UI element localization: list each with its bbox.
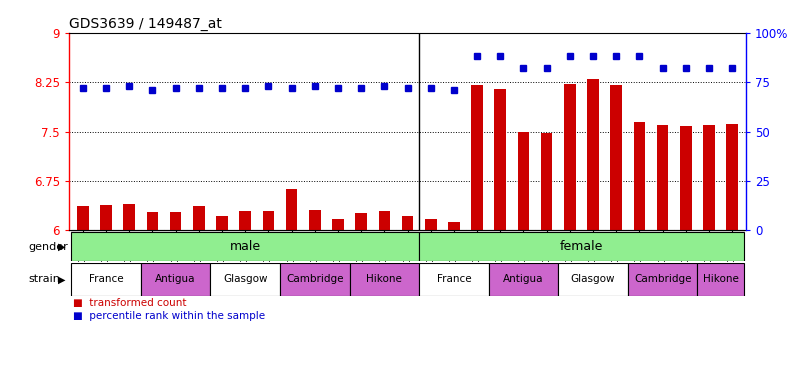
Bar [355, 213, 367, 230]
Bar [210, 263, 280, 296]
Bar [558, 263, 628, 296]
Bar [727, 124, 738, 230]
Text: France: France [436, 274, 471, 285]
Text: Hikone: Hikone [702, 274, 739, 285]
Bar [425, 219, 436, 230]
Text: Glasgow: Glasgow [571, 274, 616, 285]
Bar [448, 222, 460, 230]
Bar [495, 89, 506, 230]
Bar [587, 79, 599, 230]
Bar [611, 85, 622, 230]
Bar [217, 216, 228, 230]
Bar [401, 216, 414, 230]
Bar [285, 189, 298, 230]
Bar [71, 232, 419, 261]
Bar [350, 263, 419, 296]
Bar [628, 263, 697, 296]
Bar [141, 263, 210, 296]
Text: strain: strain [28, 274, 60, 285]
Text: female: female [560, 240, 603, 253]
Bar [471, 85, 483, 230]
Bar [193, 206, 204, 230]
Text: Cambridge: Cambridge [634, 274, 692, 285]
Bar [239, 210, 251, 230]
Text: Glasgow: Glasgow [223, 274, 268, 285]
Text: ▶: ▶ [58, 274, 66, 285]
Bar [419, 263, 489, 296]
Bar [633, 122, 646, 230]
Text: ▶: ▶ [58, 242, 66, 252]
Text: GDS3639 / 149487_at: GDS3639 / 149487_at [69, 17, 222, 31]
Text: gender: gender [28, 242, 68, 252]
Bar [379, 210, 390, 230]
Text: Cambridge: Cambridge [286, 274, 344, 285]
Bar [123, 204, 135, 230]
Bar [77, 206, 88, 230]
Bar [517, 131, 530, 230]
Bar [419, 232, 744, 261]
Bar [101, 205, 112, 230]
Bar [657, 125, 668, 230]
Bar [309, 210, 320, 230]
Text: Antigua: Antigua [504, 274, 543, 285]
Bar [564, 84, 576, 230]
Bar [263, 210, 274, 230]
Bar [680, 126, 692, 230]
Bar [280, 263, 350, 296]
Text: France: France [88, 274, 123, 285]
Bar [333, 219, 344, 230]
Text: male: male [230, 240, 261, 253]
Text: Antigua: Antigua [156, 274, 196, 285]
Text: ■  transformed count: ■ transformed count [73, 298, 187, 308]
Bar [697, 263, 744, 296]
Bar [541, 134, 552, 230]
Bar [169, 212, 182, 230]
Bar [489, 263, 558, 296]
Text: ■  percentile rank within the sample: ■ percentile rank within the sample [73, 311, 265, 321]
Text: Hikone: Hikone [367, 274, 402, 285]
Bar [71, 263, 141, 296]
Bar [703, 125, 714, 230]
Bar [147, 212, 158, 230]
